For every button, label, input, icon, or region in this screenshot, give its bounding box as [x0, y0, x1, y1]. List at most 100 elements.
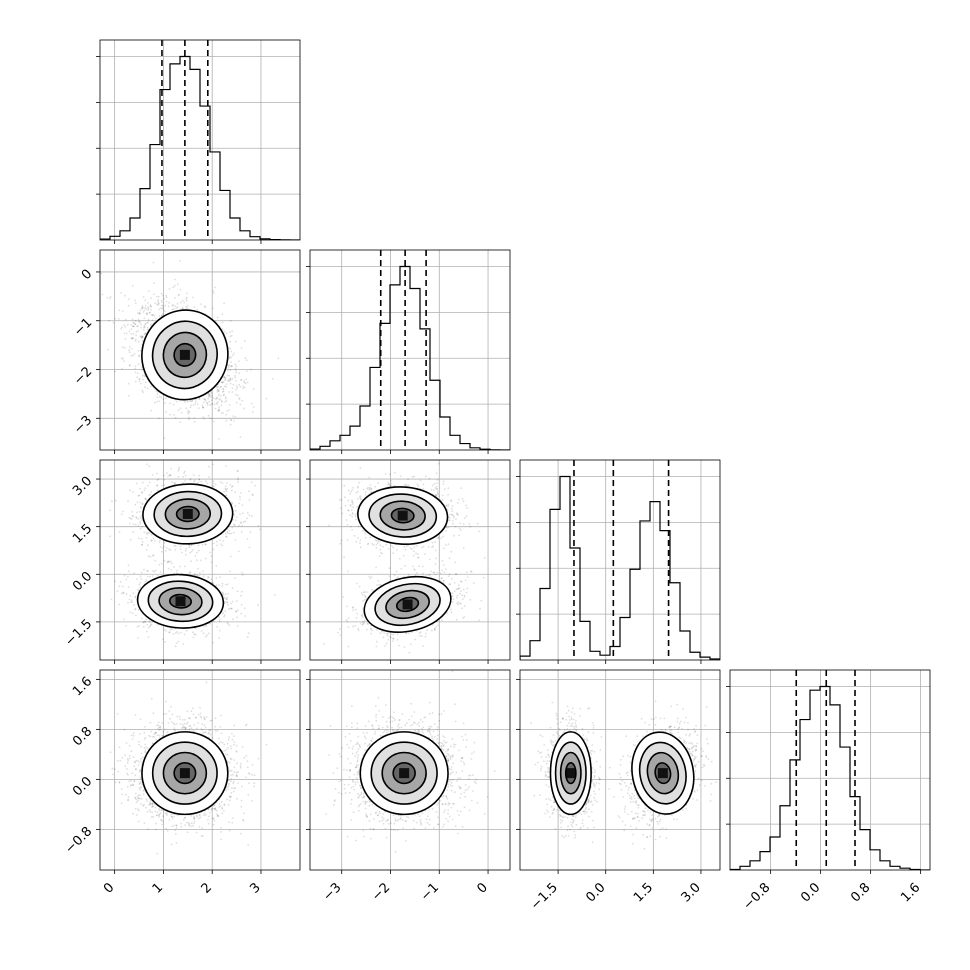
sample-point: [150, 539, 153, 542]
sample-point: [159, 571, 162, 573]
sample-point: [230, 602, 232, 605]
sample-point: [189, 478, 192, 480]
sample-point: [208, 476, 210, 478]
sample-point: [227, 622, 229, 625]
sample-point: [392, 640, 394, 642]
sample-point: [222, 394, 225, 397]
sample-point: [156, 303, 158, 306]
sample-point: [216, 403, 219, 405]
sample-point: [171, 308, 174, 311]
sample-point: [148, 494, 151, 497]
sample-point: [188, 571, 191, 574]
sample-point: [168, 288, 171, 290]
sample-point: [140, 336, 143, 339]
sample-point: [203, 305, 206, 308]
sample-point: [234, 509, 237, 512]
sample-point: [407, 478, 409, 481]
contour-line: [136, 573, 225, 629]
sample-point: [144, 332, 147, 334]
sample-point: [218, 390, 220, 393]
sample-point: [205, 480, 207, 482]
sample-point: [109, 297, 111, 300]
sample-point: [244, 357, 247, 360]
sample-point: [422, 545, 425, 548]
sample-point: [183, 472, 186, 474]
sample-point: [149, 493, 152, 496]
sample-point: [226, 598, 228, 601]
sample-point: [156, 484, 159, 487]
sample-point: [224, 610, 227, 613]
sample-point: [147, 570, 149, 572]
sample-point: [226, 532, 229, 534]
sample-point: [149, 556, 152, 558]
sample-point: [218, 406, 220, 408]
sample-point: [206, 634, 208, 636]
sample-point: [144, 497, 147, 500]
sample-point: [219, 386, 222, 389]
sample-point: [142, 391, 144, 394]
sample-point: [145, 579, 148, 582]
sample-point: [242, 385, 245, 388]
panel-frame: [99, 249, 301, 451]
sample-point: [119, 580, 122, 583]
sample-point: [130, 333, 133, 335]
sample-point: [226, 596, 229, 599]
sample-point: [239, 436, 242, 438]
sample-point: [211, 392, 213, 395]
sample-point: [211, 641, 214, 644]
sample-point: [240, 604, 243, 606]
sample-point: [140, 335, 143, 337]
sample-point: [141, 305, 144, 307]
sample-point: [121, 357, 123, 360]
sample-point: [246, 381, 249, 384]
sample-point: [239, 498, 242, 501]
sample-point: [121, 367, 123, 370]
sample-point: [194, 402, 197, 405]
sample-point: [185, 299, 188, 302]
sample-point: [169, 628, 172, 631]
sample-point: [129, 594, 132, 597]
sample-point: [225, 400, 228, 402]
sample-point: [143, 531, 146, 534]
sample-point: [235, 385, 238, 387]
sample-point: [218, 584, 220, 586]
sample-point: [160, 292, 163, 295]
sample-point: [144, 381, 147, 383]
sample-point: [189, 571, 192, 574]
sample-point: [137, 608, 140, 611]
sample-point: [239, 379, 242, 381]
sample-point: [147, 290, 150, 292]
sample-point: [240, 347, 243, 349]
sample-point: [185, 407, 188, 410]
sample-point: [136, 372, 139, 375]
sample-point: [130, 328, 133, 331]
sample-point: [370, 576, 373, 578]
sample-point: [233, 524, 236, 527]
sample-point: [132, 592, 135, 594]
sample-point: [251, 493, 254, 496]
sample-point: [171, 562, 173, 565]
sample-point: [150, 540, 153, 542]
sample-point: [212, 542, 215, 545]
sample-point: [352, 609, 354, 612]
sample-point: [116, 590, 119, 592]
sample-point: [252, 494, 254, 496]
sample-point: [158, 564, 161, 566]
sample-point: [357, 497, 359, 500]
sample-point: [205, 635, 207, 638]
sample-point: [138, 494, 141, 497]
sample-point: [441, 619, 443, 622]
sample-point: [465, 571, 468, 574]
sample-point: [198, 398, 201, 401]
sample-point: [403, 646, 406, 648]
sample-point: [229, 379, 232, 381]
sample-point: [360, 592, 363, 594]
sample-point: [134, 323, 137, 325]
sample-point: [169, 474, 172, 477]
sample-point: [233, 513, 236, 516]
sample-point: [204, 557, 207, 560]
sample-point: [141, 492, 143, 494]
sample-point: [150, 305, 153, 308]
sample-point: [114, 370, 116, 373]
y-tick-label: 0: [79, 267, 95, 283]
